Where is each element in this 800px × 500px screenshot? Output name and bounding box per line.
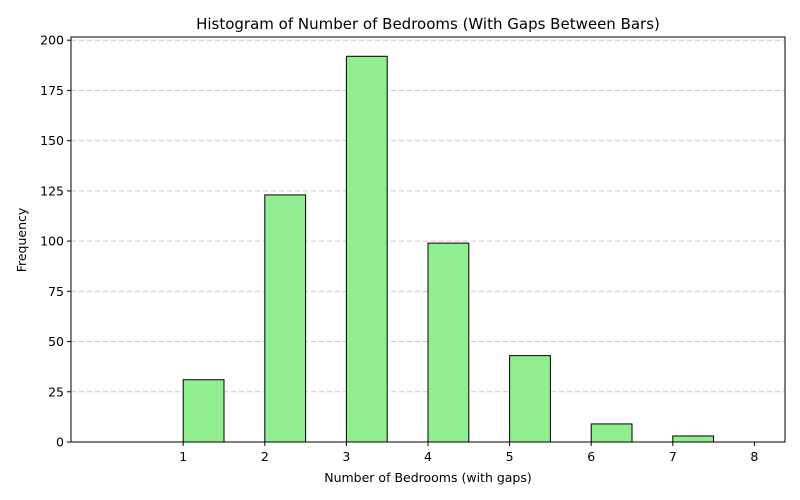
y-tick-label: 75	[48, 284, 64, 299]
y-tick-label: 25	[48, 384, 64, 399]
y-tick-label: 200	[40, 33, 64, 48]
histogram-bar	[345, 55, 388, 443]
bars	[182, 55, 715, 443]
x-tick-label: 3	[342, 449, 350, 464]
y-tick-label: 175	[40, 83, 64, 98]
x-tick-label: 2	[261, 449, 269, 464]
x-tick-label: 4	[424, 449, 432, 464]
x-tick-label: 5	[506, 449, 514, 464]
x-axis: 1 2 3 4 5 6 7 8	[179, 442, 758, 464]
histogram-bar	[672, 435, 715, 443]
y-tick-label: 50	[48, 334, 64, 349]
x-tick-label: 8	[750, 449, 758, 464]
x-axis-label: Number of Bedrooms (with gaps)	[324, 470, 532, 485]
y-tick-label: 150	[40, 133, 64, 148]
y-axis-label: Frequency	[14, 207, 29, 272]
x-tick-label: 7	[669, 449, 677, 464]
x-tick-label: 6	[587, 449, 595, 464]
histogram-bar	[264, 194, 307, 443]
chart-title: Histogram of Number of Bedrooms (With Ga…	[196, 15, 660, 33]
y-tick-label: 100	[40, 234, 64, 249]
histogram-bar	[427, 242, 470, 443]
histogram-bar	[182, 379, 225, 443]
y-tick-label: 125	[40, 183, 64, 198]
x-tick-label: 1	[179, 449, 187, 464]
histogram-bar	[590, 423, 633, 443]
y-tick-label: 0	[56, 435, 64, 450]
histogram-bar	[509, 355, 551, 443]
y-axis: 0 25 50 75 100 125 150 175 200	[40, 33, 71, 450]
